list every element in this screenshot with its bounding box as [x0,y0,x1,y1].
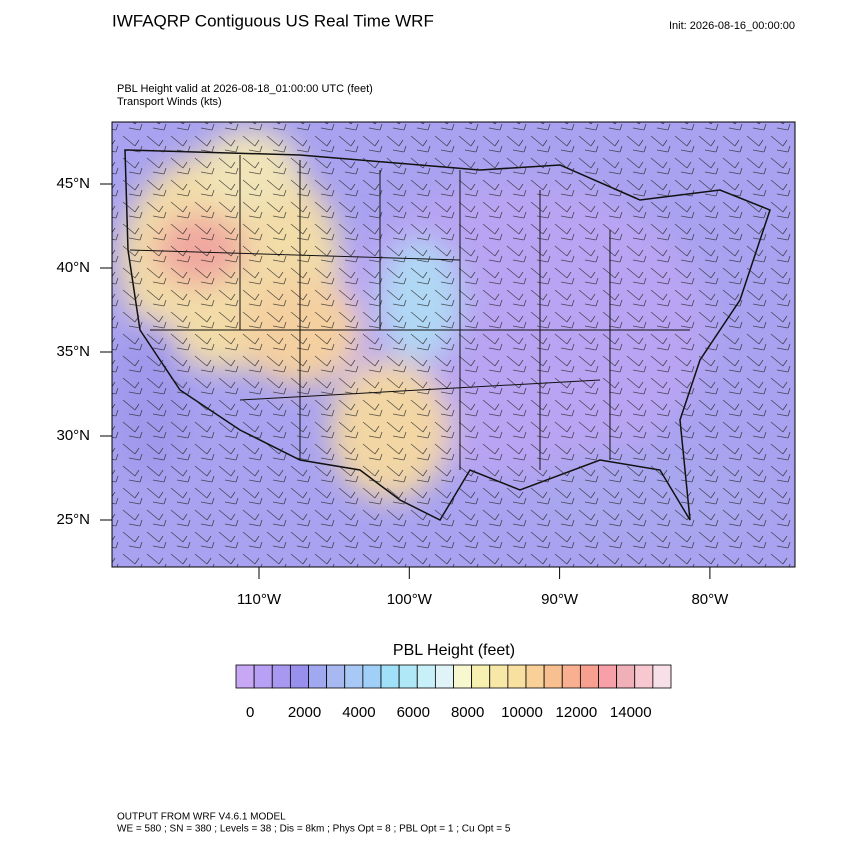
colorbar: 0 2000 4000 6000 8000 10000 12000 14000 [235,664,672,721]
colorbar-box [416,664,436,689]
colorbar-box [652,664,672,689]
colorbar-box [344,664,364,689]
colorbar-label: 8000 [451,704,484,721]
colorbar-box [380,664,400,689]
map-frame [111,121,796,568]
lat-label: 45°N [56,175,90,192]
title: IWFAQRP Contiguous US Real Time WRF [112,11,434,30]
subtitle: Transport Winds (kts) [117,96,222,108]
subtitle: PBL Height valid at 2026-08-18_01:00:00 … [117,83,373,95]
colorbar-label: 0 [246,704,254,721]
lon-label: 90°W [541,591,579,608]
lon-label: 100°W [387,591,433,608]
colorbar-box [598,664,618,689]
colorbar-box [326,664,346,689]
axes: 45°N 40°N 35°N 30°N 25°N 110°W 100°W 90°W 80°W [56,175,729,608]
colorbar-box [634,664,654,689]
colorbar-box [289,664,309,689]
colorbar-box [308,664,328,689]
footer: OUTPUT FROM WRF V4.6.1 MODEL [117,812,286,823]
lat-label: 25°N [56,511,90,528]
colorbar-label: 10000 [501,704,543,721]
colorbar-box [471,664,491,689]
lat-label: 40°N [56,259,90,276]
colorbar-box [525,664,545,689]
colorbar-label: 12000 [556,704,598,721]
colorbar-box [507,664,527,689]
colorbar-box [453,664,473,689]
lat-label: 35°N [56,343,90,360]
lon-label: 110°W [237,591,282,608]
colorbar-box [253,664,273,689]
colorbar-box [271,664,291,689]
colorbar-box [398,664,418,689]
colorbar-label: 6000 [397,704,430,721]
lon-label: 80°W [691,591,729,608]
colorbar-box [362,664,382,689]
colorbar-label: 4000 [342,704,375,721]
colorbar-title: PBL Height (feet) [393,642,515,659]
colorbar-box [235,664,255,689]
colorbar-box [434,664,454,689]
colorbar-label: 2000 [288,704,321,721]
map [112,122,795,567]
colorbar-box [543,664,563,689]
colorbar-box [561,664,581,689]
colorbar-box [616,664,636,689]
colorbar-label: 14000 [610,704,652,721]
colorbar-box [579,664,599,689]
lat-label: 30°N [56,427,90,444]
init-time: Init: 2026-08-16_00:00:00 [669,20,795,32]
colorbar-box [489,664,509,689]
footer: WE = 580 ; SN = 380 ; Levels = 38 ; Dis … [117,824,511,835]
